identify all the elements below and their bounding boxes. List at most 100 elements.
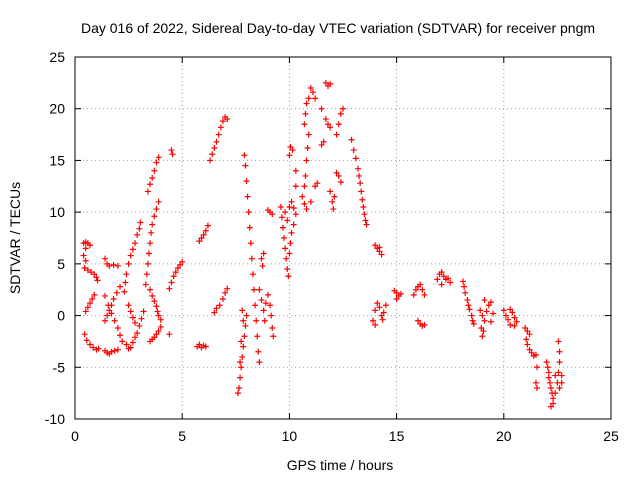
data-point: [500, 307, 507, 314]
data-point: [262, 300, 269, 307]
data-point: [555, 338, 562, 345]
data-point: [532, 351, 539, 358]
data-point: [524, 341, 531, 348]
data-point: [292, 211, 299, 218]
data-point: [147, 286, 154, 293]
data-point: [117, 332, 124, 339]
data-point: [260, 250, 267, 257]
x-tick-label: 0: [71, 428, 79, 444]
data-point: [95, 345, 102, 352]
data-point: [464, 297, 471, 304]
data-point: [136, 322, 143, 329]
data-point: [147, 181, 154, 188]
data-point: [307, 198, 314, 205]
plot-area-frame: [74, 56, 612, 420]
data-point: [104, 312, 111, 319]
data-point: [545, 369, 552, 376]
data-point: [544, 364, 551, 371]
data-point: [270, 333, 277, 340]
data-point: [348, 136, 355, 143]
data-point: [117, 283, 124, 290]
x-tick-label: 15: [389, 428, 405, 444]
data-point: [129, 314, 136, 321]
data-point: [412, 286, 419, 293]
y-tick-label: 10: [49, 204, 65, 220]
data-point: [329, 198, 336, 205]
data-point: [268, 312, 275, 319]
data-point: [282, 245, 289, 252]
data-point: [132, 319, 139, 326]
data-point: [216, 302, 223, 309]
data-point: [440, 273, 447, 280]
data-point: [505, 316, 512, 323]
data-point: [290, 221, 297, 228]
data-point: [460, 278, 467, 285]
data-point: [434, 276, 441, 283]
data-point: [534, 384, 541, 391]
x-tick-label: 5: [178, 428, 186, 444]
data-point: [170, 273, 177, 280]
data-point: [438, 281, 445, 288]
data-point: [379, 316, 386, 323]
data-point: [469, 317, 476, 324]
data-point: [155, 328, 162, 335]
data-point: [258, 255, 265, 262]
data-point: [260, 307, 267, 314]
data-point: [290, 205, 297, 212]
data-point: [84, 304, 91, 311]
data-point: [87, 300, 94, 307]
data-point: [102, 317, 109, 324]
data-point: [253, 317, 260, 324]
data-point: [134, 231, 141, 238]
data-point: [125, 302, 132, 309]
data-point: [110, 296, 117, 303]
data-point: [372, 307, 379, 314]
data-point: [380, 309, 387, 316]
data-point: [137, 219, 144, 226]
data-point: [419, 286, 426, 293]
y-tick-label: -5: [53, 359, 66, 375]
data-point: [289, 147, 296, 154]
data-point: [302, 172, 309, 179]
data-point: [102, 255, 109, 262]
data-point: [374, 300, 381, 307]
data-point: [87, 242, 94, 249]
data-point: [80, 252, 87, 259]
data-point: [123, 271, 130, 278]
data-point: [81, 264, 88, 271]
data-point: [224, 285, 231, 292]
data-point: [102, 292, 109, 299]
data-point: [314, 180, 321, 187]
data-points: [80, 79, 565, 410]
data-point: [209, 151, 216, 158]
data-point: [301, 183, 308, 190]
data-point: [237, 359, 244, 366]
data-point: [114, 324, 121, 331]
data-point: [327, 124, 334, 131]
data-point: [91, 271, 98, 278]
data-point: [523, 336, 530, 343]
data-point: [393, 296, 400, 303]
data-point: [238, 364, 245, 371]
data-point: [121, 288, 128, 295]
data-point: [468, 312, 475, 319]
data-point: [524, 328, 531, 335]
data-point: [114, 262, 121, 269]
data-point: [447, 279, 454, 286]
data-point: [286, 203, 293, 210]
y-tick-label: 20: [49, 101, 65, 117]
data-point: [89, 296, 96, 303]
chart-title: Day 016 of 2022, Sidereal Day-to-day VTE…: [81, 20, 595, 36]
data-point: [462, 289, 469, 296]
data-point: [215, 131, 222, 138]
data-point: [372, 242, 379, 249]
data-point: [304, 145, 311, 152]
data-point: [278, 214, 285, 221]
data-point: [479, 312, 486, 319]
data-point: [299, 193, 306, 200]
data-point: [108, 348, 115, 355]
data-point: [243, 312, 250, 319]
y-tick-label: -10: [45, 411, 65, 427]
data-point: [490, 310, 497, 317]
data-point: [513, 318, 520, 325]
